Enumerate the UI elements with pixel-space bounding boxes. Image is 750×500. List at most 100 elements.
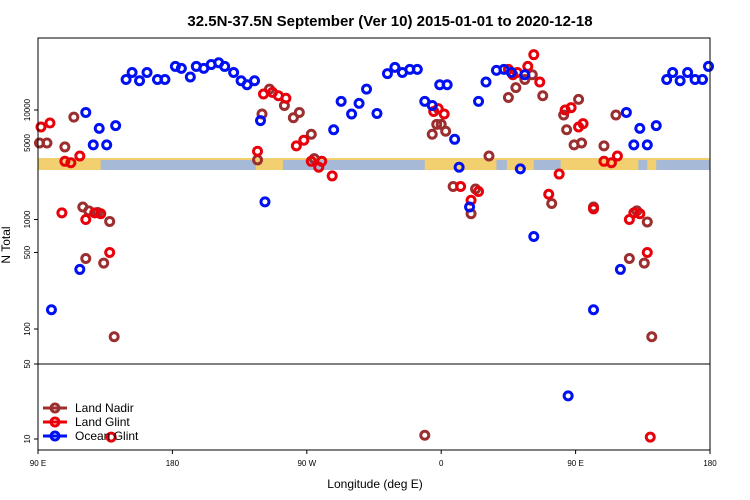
ocean-glint-point bbox=[328, 124, 340, 136]
land-nadir-point bbox=[610, 109, 622, 121]
land-glint-point bbox=[543, 188, 555, 200]
ocean-glint-point bbox=[110, 120, 122, 132]
land-glint-point bbox=[605, 157, 617, 169]
land-nadir-point bbox=[573, 93, 585, 105]
y-tick-label: 50 bbox=[23, 359, 32, 368]
land-glint-point bbox=[628, 207, 640, 219]
ocean-glint-point bbox=[614, 263, 626, 275]
land-glint-point bbox=[305, 155, 317, 167]
ocean-glint-point bbox=[45, 304, 57, 316]
ocean-glint-point bbox=[381, 68, 393, 80]
land-glint-point bbox=[44, 117, 56, 129]
land-glint-point bbox=[528, 49, 540, 61]
ocean-glint-point bbox=[175, 62, 187, 74]
land-nadir-point bbox=[537, 90, 549, 102]
land-glint-point bbox=[252, 145, 264, 157]
legend-marker-land-glint bbox=[49, 416, 61, 428]
land-glint-point bbox=[280, 92, 292, 104]
land-nadir-point bbox=[108, 331, 120, 343]
ocean-glint-point bbox=[667, 67, 679, 79]
ocean-glint-point bbox=[389, 61, 401, 73]
ocean-glint-point bbox=[453, 161, 465, 173]
land-nadir-point bbox=[419, 429, 431, 441]
land-nadir-point bbox=[510, 82, 522, 94]
land-glint-point bbox=[89, 207, 101, 219]
land-glint-point bbox=[438, 108, 450, 120]
y-tick-label: 10 bbox=[23, 434, 32, 443]
ocean-glint-point bbox=[528, 230, 540, 242]
ocean-glint-point bbox=[141, 67, 153, 79]
land-glint-point bbox=[290, 140, 302, 152]
legend-label-land-glint: Land Glint bbox=[75, 415, 130, 429]
ocean-glint-point bbox=[703, 60, 715, 72]
ocean-glint-point bbox=[74, 263, 86, 275]
map-strip-land bbox=[647, 158, 657, 170]
y-tick-label: 500 bbox=[23, 245, 32, 259]
x-tick-label: 90 E bbox=[567, 459, 583, 468]
land-glint-point bbox=[534, 76, 546, 88]
ocean-glint-point bbox=[519, 69, 531, 81]
ocean-glint-point bbox=[219, 60, 231, 72]
land-glint-point bbox=[65, 157, 77, 169]
legend-marker-land-nadir bbox=[49, 402, 61, 414]
land-nadir-point bbox=[80, 253, 92, 265]
ocean-glint-point bbox=[674, 75, 686, 87]
land-glint-point bbox=[644, 431, 656, 443]
land-nadir-point bbox=[104, 215, 116, 227]
land-nadir-point bbox=[561, 124, 573, 136]
ocean-glint-point bbox=[628, 139, 640, 151]
map-strip-ocean bbox=[38, 158, 710, 170]
x-tick-label: 180 bbox=[703, 459, 717, 468]
ocean-glint-point bbox=[335, 95, 347, 107]
land-nadir-point bbox=[519, 73, 531, 85]
ocean-glint-point bbox=[101, 139, 113, 151]
land-nadir-point bbox=[431, 118, 443, 130]
land-nadir-point bbox=[287, 112, 299, 124]
ocean-glint-point bbox=[449, 133, 461, 145]
ocean-glint-point bbox=[346, 108, 358, 120]
land-nadir-point bbox=[440, 125, 452, 137]
ocean-glint-point bbox=[650, 120, 662, 132]
land-glint-point bbox=[611, 150, 623, 162]
ocean-glint-point bbox=[464, 201, 476, 213]
y-tick-label: 100 bbox=[23, 322, 32, 336]
land-glint-point bbox=[634, 208, 646, 220]
legend-label-ocean-glint: Ocean Glint bbox=[75, 429, 139, 443]
land-nadir-point bbox=[41, 137, 53, 149]
ocean-glint-point bbox=[562, 390, 574, 402]
x-axis-label: Longitude (deg E) bbox=[327, 477, 422, 491]
land-nadir-point bbox=[483, 150, 495, 162]
ocean-glint-point bbox=[361, 83, 373, 95]
ocean-glint-point bbox=[93, 122, 105, 134]
ocean-glint-point bbox=[620, 106, 632, 118]
land-glint-point bbox=[257, 88, 269, 100]
legend-label-land-nadir: Land Nadir bbox=[75, 401, 134, 415]
data-points bbox=[33, 49, 715, 443]
land-nadir-point bbox=[641, 216, 653, 228]
land-nadir-point bbox=[98, 257, 110, 269]
land-glint-point bbox=[74, 150, 86, 162]
x-tick-label: 90 W bbox=[297, 459, 316, 468]
land-glint-point bbox=[298, 134, 310, 146]
land-nadir-point bbox=[558, 109, 570, 121]
land-glint-point bbox=[588, 203, 600, 215]
land-glint-point bbox=[35, 121, 47, 133]
ocean-glint-point bbox=[411, 63, 423, 75]
ocean-glint-point bbox=[426, 99, 438, 111]
land-nadir-point bbox=[305, 128, 317, 140]
ocean-glint-point bbox=[228, 67, 240, 79]
map-strip-edge bbox=[38, 158, 710, 160]
ocean-glint-point bbox=[480, 76, 492, 88]
land-nadir-point bbox=[623, 253, 635, 265]
ocean-glint-point bbox=[588, 304, 600, 316]
ocean-glint-point bbox=[371, 107, 383, 119]
land-glint-point bbox=[455, 181, 467, 193]
ocean-glint-point bbox=[514, 163, 526, 175]
land-glint-point bbox=[105, 431, 117, 443]
ocean-glint-point bbox=[80, 106, 92, 118]
ocean-glint-point bbox=[159, 73, 171, 85]
land-nadir-point bbox=[293, 106, 305, 118]
land-nadir-point bbox=[598, 140, 610, 152]
plot-frame bbox=[37, 37, 711, 451]
y-axis-label: N Total bbox=[0, 226, 13, 263]
